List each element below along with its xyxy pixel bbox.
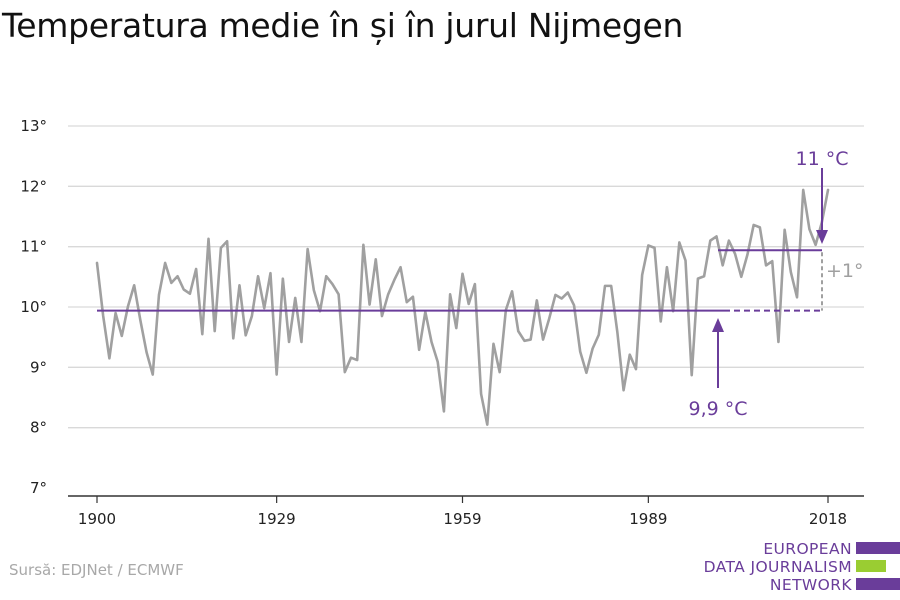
annotations: 9,9 °C 11 °C +1° bbox=[688, 148, 863, 420]
logo-line-data-journalism: DATA JOURNALISM bbox=[703, 558, 852, 576]
x-axis bbox=[68, 495, 864, 503]
edjnet-logo[interactable]: EUROPEAN DATA JOURNALISM NETWORK bbox=[700, 540, 900, 598]
temperature-series-line bbox=[95, 188, 830, 426]
y-tick-label: 9° bbox=[30, 358, 47, 376]
recent-arrow-head bbox=[816, 230, 828, 244]
series-layer bbox=[95, 188, 830, 426]
logo-bar-top bbox=[856, 542, 900, 554]
y-tick-label: 8° bbox=[30, 419, 47, 437]
reference-lines bbox=[97, 249, 823, 312]
y-tick-label: 11° bbox=[20, 238, 47, 256]
logo-line-network: NETWORK bbox=[769, 576, 852, 594]
recent-average-label: 11 °C bbox=[796, 148, 849, 170]
x-tick-label: 1900 bbox=[78, 510, 116, 528]
difference-label: +1° bbox=[826, 260, 864, 282]
y-tick-label: 13° bbox=[20, 117, 47, 135]
baseline-arrow-head bbox=[712, 318, 724, 332]
logo-line-european: EUROPEAN bbox=[763, 540, 852, 558]
logo-bar-bottom bbox=[856, 578, 900, 590]
y-tick-label: 7° bbox=[30, 479, 47, 497]
x-axis-labels: 1900 1929 1959 1989 2018 bbox=[78, 510, 847, 528]
source-note: Sursă: EDJNet / ECMWF bbox=[9, 561, 184, 579]
y-tick-label: 12° bbox=[20, 177, 47, 195]
y-axis-labels: 7° 8° 9° 10° 11° 12° 13° bbox=[20, 117, 47, 497]
chart-title: Temperatura medie în și în jurul Nijmege… bbox=[2, 6, 684, 45]
baseline-average-label: 9,9 °C bbox=[688, 398, 747, 420]
y-tick-label: 10° bbox=[20, 298, 47, 316]
logo-bar-middle bbox=[856, 560, 886, 572]
x-tick-label: 1929 bbox=[258, 510, 296, 528]
gridlines bbox=[68, 125, 864, 429]
x-tick-label: 1989 bbox=[629, 510, 667, 528]
x-tick-label: 1959 bbox=[443, 510, 481, 528]
x-tick-label: 2018 bbox=[809, 510, 847, 528]
